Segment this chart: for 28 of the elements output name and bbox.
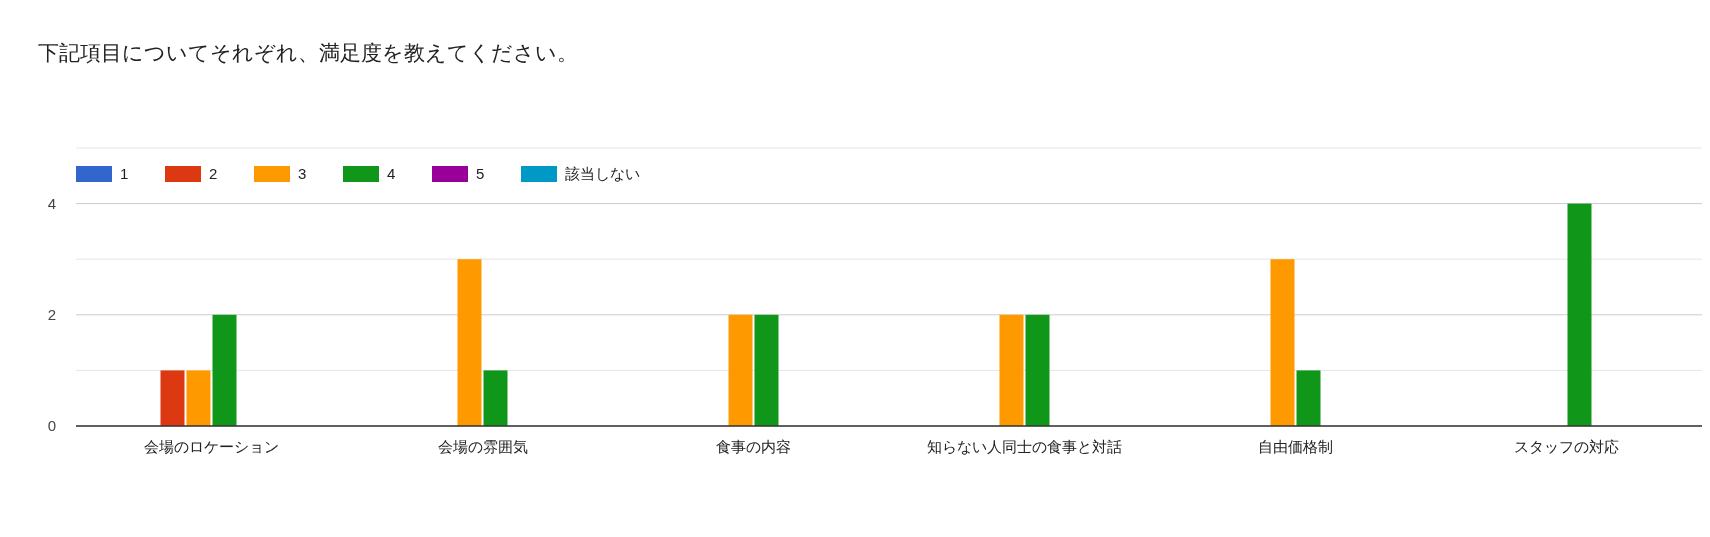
legend-label: 4 bbox=[387, 165, 396, 182]
bar bbox=[754, 314, 779, 426]
x-tick-label: 食事の内容 bbox=[716, 438, 791, 455]
bar bbox=[728, 314, 753, 426]
bar bbox=[212, 314, 237, 426]
bar bbox=[186, 370, 211, 426]
x-tick-label: 会場のロケーション bbox=[144, 438, 279, 455]
x-tick-label: 自由価格制 bbox=[1258, 438, 1333, 455]
bar bbox=[999, 314, 1024, 426]
y-tick-label: 2 bbox=[47, 305, 57, 323]
legend-label: 該当しない bbox=[565, 165, 640, 182]
y-tick-label: 4 bbox=[47, 194, 57, 212]
bar bbox=[1025, 314, 1050, 426]
legend-label: 1 bbox=[120, 165, 129, 182]
legend-label: 5 bbox=[476, 165, 485, 182]
y-tick-label: 0 bbox=[47, 417, 57, 434]
x-tick-label: 会場の雰囲気 bbox=[437, 438, 528, 455]
x-tick-label: 知らない人同士の食事と対話 bbox=[927, 438, 1122, 455]
legend-label: 3 bbox=[298, 165, 307, 182]
bar bbox=[1567, 203, 1592, 426]
chart-title: 下記項目についてそれぞれ、満足度を教えてください。 bbox=[38, 41, 578, 64]
bar bbox=[457, 259, 482, 426]
legend-label: 2 bbox=[209, 165, 218, 182]
x-tick-label: スタッフの対応 bbox=[1514, 438, 1619, 455]
bar bbox=[1296, 370, 1321, 426]
bar bbox=[1270, 259, 1295, 426]
bar bbox=[483, 370, 508, 426]
bar bbox=[160, 370, 185, 426]
